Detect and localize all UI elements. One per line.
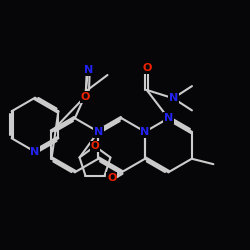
- Text: N: N: [164, 113, 173, 123]
- Text: N: N: [168, 93, 178, 103]
- Text: N: N: [84, 65, 93, 75]
- Text: N: N: [30, 147, 40, 157]
- Text: O: O: [90, 141, 100, 151]
- Text: O: O: [107, 173, 117, 183]
- Text: O: O: [142, 63, 152, 73]
- Text: N: N: [94, 127, 103, 137]
- Text: O: O: [80, 92, 90, 102]
- Text: N: N: [140, 127, 150, 137]
